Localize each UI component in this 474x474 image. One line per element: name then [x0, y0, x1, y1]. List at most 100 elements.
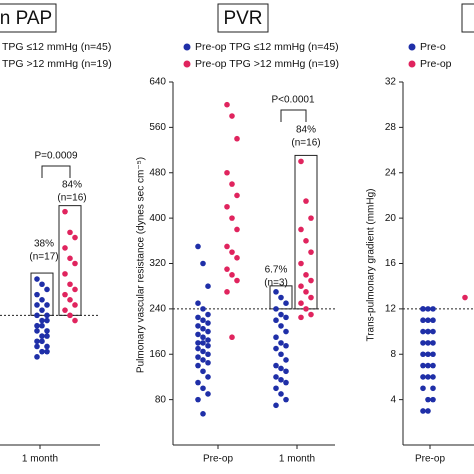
data-point [298, 226, 304, 233]
data-point [200, 357, 206, 363]
data-point [430, 385, 436, 392]
y-tick-label: 32 [385, 77, 397, 88]
chart-title: PVR [223, 8, 262, 29]
data-point [278, 323, 284, 329]
data-point [298, 158, 304, 165]
data-point [205, 351, 211, 358]
data-point [62, 245, 68, 251]
data-point [273, 345, 279, 352]
data-point [283, 342, 289, 349]
x-tick-label: Pre-op [203, 454, 233, 465]
y-tick-label: 400 [149, 213, 166, 224]
data-point [308, 249, 314, 255]
data-point [420, 340, 426, 346]
data-point [234, 277, 240, 284]
annotation: 6.7% [265, 265, 288, 276]
data-point [425, 362, 431, 369]
annotation: P<0.0001 [271, 95, 315, 106]
data-point [44, 348, 50, 355]
data-point [308, 277, 314, 284]
data-point [34, 302, 40, 308]
data-point [195, 345, 201, 352]
data-point [72, 302, 78, 308]
data-point [195, 379, 201, 386]
data-point [283, 357, 289, 363]
data-point [195, 314, 201, 321]
data-point [298, 314, 304, 321]
data-point [39, 322, 45, 329]
y-tick-label: 560 [149, 122, 166, 133]
data-point [34, 312, 40, 319]
data-point [430, 396, 436, 403]
data-point [278, 351, 284, 358]
data-point [44, 317, 50, 324]
data-point [200, 340, 206, 346]
data-point [273, 306, 279, 312]
title-box [0, 3, 57, 33]
data-point [420, 328, 426, 335]
data-point [224, 266, 230, 272]
annotation: (n=3) [264, 278, 288, 289]
data-point [273, 374, 279, 380]
y-axis-label: Trans-pulmonary gradient (mmHg) [366, 188, 377, 341]
data-point [62, 208, 68, 215]
group-box [269, 285, 293, 310]
data-point [67, 281, 73, 288]
data-point [283, 314, 289, 321]
data-point [229, 113, 235, 119]
data-point [425, 408, 431, 414]
data-point [425, 340, 431, 346]
annotation: (n=16) [57, 193, 86, 204]
y-tick-label: 28 [385, 122, 397, 133]
y-tick-label: 240 [149, 304, 166, 315]
data-point [195, 362, 201, 369]
x-tick-label: Pre-op [415, 454, 445, 465]
data-point [234, 255, 240, 261]
data-point [224, 101, 230, 108]
data-point [39, 348, 45, 355]
data-point [278, 376, 284, 383]
data-point [425, 317, 431, 324]
data-point [72, 234, 78, 241]
data-point [200, 348, 206, 355]
data-point [234, 192, 240, 199]
title-box [217, 3, 269, 33]
data-point [39, 338, 45, 345]
data-point [298, 300, 304, 307]
data-point [195, 331, 201, 338]
data-point [39, 333, 45, 339]
y-tick-label: 80 [155, 394, 167, 405]
data-point [303, 238, 309, 244]
y-tick-label: 20 [385, 213, 397, 224]
data-point [273, 402, 279, 409]
data-point [195, 300, 201, 307]
data-point [430, 306, 436, 312]
data-point [39, 297, 45, 303]
data-point [205, 391, 211, 397]
data-point [273, 317, 279, 324]
y-tick-label: 160 [149, 349, 166, 360]
chart-title: n PAP [0, 8, 52, 29]
data-point [430, 340, 436, 346]
y-axis-label: Pulmonary vascular resistance (dynes sec… [136, 157, 147, 373]
data-point [195, 340, 201, 346]
data-point [273, 362, 279, 369]
data-point [205, 374, 211, 380]
data-point [62, 291, 68, 298]
y-tick-label: 4 [390, 394, 396, 405]
data-point [205, 337, 211, 343]
data-point [308, 311, 314, 318]
data-point [303, 272, 309, 278]
data-point [67, 297, 73, 303]
data-point [34, 343, 40, 350]
data-point [62, 307, 68, 313]
y-tick-label: 12 [385, 304, 397, 315]
annotation: P=0.0009 [34, 151, 78, 162]
data-point [234, 135, 240, 142]
data-point [224, 169, 230, 176]
data-point [224, 203, 230, 210]
data-point [195, 396, 201, 403]
data-point [278, 391, 284, 397]
y-tick-label: 24 [385, 167, 397, 178]
data-point [229, 215, 235, 221]
